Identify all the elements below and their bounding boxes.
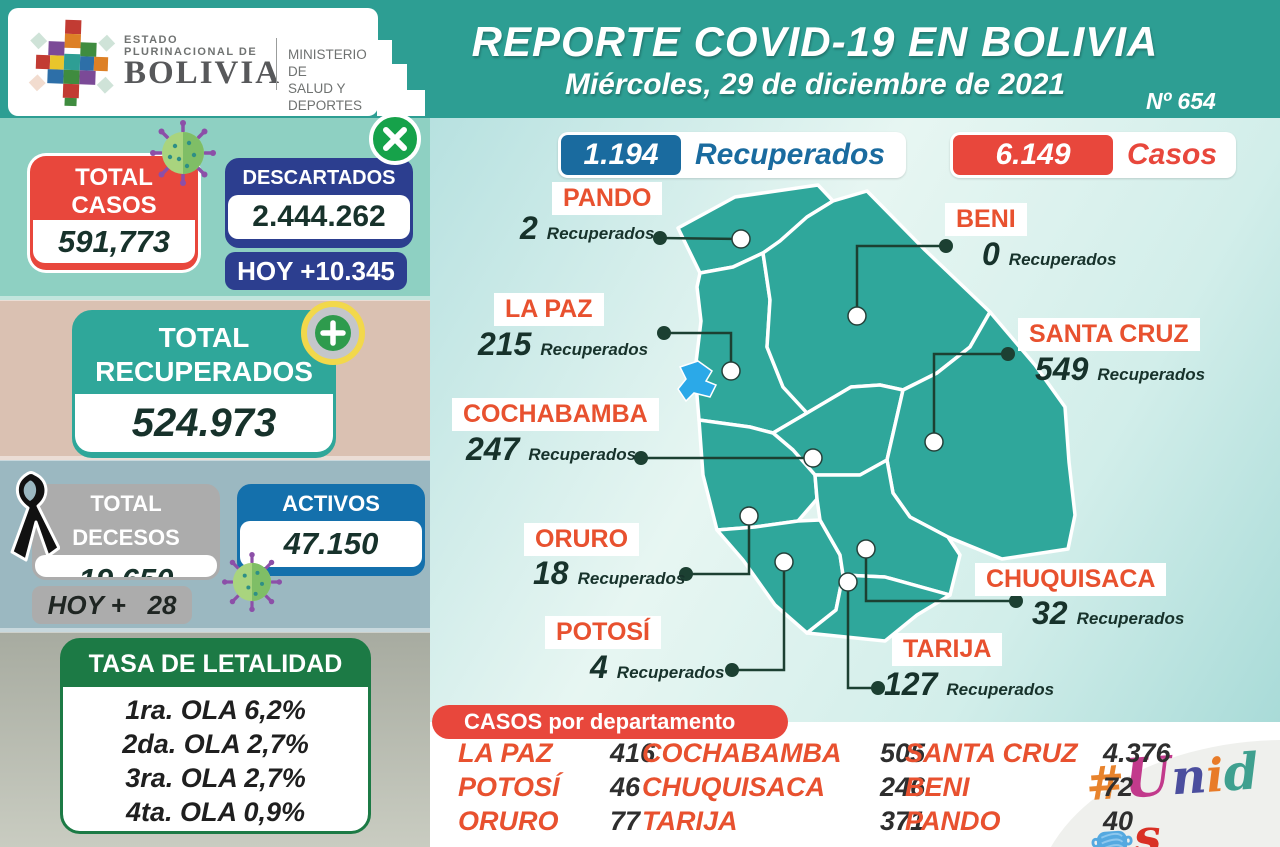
- descartados-box: DESCARTADOS 2.444.262: [225, 158, 413, 248]
- letalidad-box: TASA DE LETALIDAD 1ra. OLA 6,2% 2da. OLA…: [60, 638, 371, 834]
- casos-column-3: SANTA CRUZ 4.376 BENI 72 PANDO 40: [905, 738, 1171, 840]
- letalidad-title: TASA DE LETALIDAD: [88, 650, 343, 678]
- map-label-beni: BENI: [945, 203, 1027, 236]
- map-region-tarija: [805, 573, 952, 643]
- casos-row: BENI 72: [905, 772, 1134, 802]
- total-decesos-label: TOTAL DECESOS: [72, 491, 180, 550]
- total-recuperados-box: TOTAL RECUPERADOS 524.973: [72, 310, 336, 458]
- map-point-dots: [721, 229, 944, 592]
- map-value-potosi: 4 Recuperados: [590, 649, 725, 685]
- virus-icon: [222, 552, 282, 612]
- descartados-hoy: HOY +10.345: [225, 252, 407, 290]
- letalidad-row: 1ra. OLA 6,2%: [125, 695, 306, 725]
- estado-text: ESTADO PLURINACIONAL DE: [124, 34, 258, 58]
- map-label-pando: PANDO: [552, 182, 663, 215]
- casos-row: SANTA CRUZ 4.376: [905, 738, 1171, 768]
- bolivia-map: [634, 183, 1077, 695]
- map-value-santa-cruz: 549 Recuperados: [1035, 351, 1206, 387]
- activos-label: ACTIVOS: [282, 491, 380, 516]
- letalidad-row: 4ta. OLA 0,9%: [125, 797, 306, 827]
- bolivia-text: BOLIVIA: [124, 55, 282, 91]
- band-separator: [0, 628, 430, 633]
- callout-lines: [641, 236, 1016, 690]
- casos-dept-title: CASOS por departamento: [432, 705, 788, 739]
- descartados-label: DESCARTADOS: [242, 167, 396, 189]
- stair-step: [377, 90, 425, 116]
- map-label-la-paz: LA PAZ: [494, 293, 604, 326]
- letalidad-row: 2da. OLA 2,7%: [122, 729, 309, 759]
- map-value-beni: 0 Recuperados: [982, 236, 1117, 272]
- recuperados-today-label: Recuperados: [695, 138, 886, 171]
- discarded-x-icon: [369, 113, 421, 165]
- band-separator: [0, 296, 430, 301]
- map-value-chuquisaca: 32 Recuperados: [1032, 595, 1185, 631]
- casos-row: LA PAZ 416: [458, 738, 656, 768]
- map-region-potosi: [715, 518, 845, 635]
- casos-row: COCHABAMBA 505: [642, 738, 926, 768]
- casos-row: PANDO 40: [905, 806, 1134, 836]
- total-recuperados-value: 524.973: [131, 401, 277, 445]
- logo-divider: [276, 38, 277, 90]
- band-separator: [0, 456, 430, 461]
- activos-value: 47.150: [283, 526, 379, 561]
- report-number: Nº 654: [1146, 88, 1216, 114]
- map-value-oruro: 18 Recuperados: [533, 555, 686, 591]
- map-label-oruro: ORURO: [524, 523, 640, 556]
- map-region-chuquisaca: [813, 458, 962, 597]
- descartados-value: 2.444.262: [252, 200, 386, 233]
- bolivia-coat-icon: [28, 19, 116, 107]
- stair-step: [377, 40, 392, 64]
- total-casos-label: TOTAL CASOS: [71, 164, 157, 219]
- casos-row: TARIJA 371: [642, 806, 926, 836]
- recuperados-today-value: 1.194: [561, 135, 681, 175]
- map-label-cochabamba: COCHABAMBA: [452, 398, 659, 431]
- map-value-pando: 2 Recuperados: [520, 210, 655, 246]
- total-casos-box: TOTAL CASOS 591,773: [30, 156, 198, 270]
- stair-step: [377, 64, 407, 90]
- mourning-ribbon-icon: [10, 471, 60, 562]
- report-date: Miércoles, 29 de diciembre de 2021: [564, 68, 1066, 101]
- decesos-hoy-box: HOY + 28: [32, 586, 192, 624]
- casos-pill: 6.149 Casos: [950, 132, 1236, 178]
- recuperados-pill: 1.194 Recuperados: [558, 132, 906, 178]
- map-label-tarija: TARIJA: [892, 633, 1003, 666]
- map-value-cochabamba: 247 Recuperados: [466, 431, 637, 467]
- casos-today-label: Casos: [1127, 138, 1218, 171]
- virus-icon: [150, 120, 216, 186]
- total-casos-value: 591,773: [57, 224, 171, 259]
- casos-row: ORURO 77: [458, 806, 641, 836]
- callout-dots: [634, 231, 1023, 695]
- total-decesos-value: 19.650: [78, 562, 174, 580]
- map-label-potosi: POTOSÍ: [545, 616, 662, 649]
- activos-box: ACTIVOS 47.150: [237, 484, 425, 576]
- letalidad-row: 3ra. OLA 2,7%: [125, 763, 306, 793]
- casos-row: CHUQUISACA 246: [642, 772, 926, 802]
- map-label-santa-cruz: SANTA CRUZ: [1018, 318, 1200, 351]
- map-label-chuquisaca: CHUQUISACA: [975, 563, 1167, 596]
- ministerio-text: MINISTERIO DE SALUD Y DEPORTES: [288, 47, 367, 113]
- map-value-tarija: 127 Recuperados: [884, 666, 1055, 702]
- plus-badge-icon: [301, 301, 365, 365]
- map-value-la-paz: 215 Recuperados: [478, 326, 649, 362]
- casos-today-value: 6.149: [953, 135, 1113, 175]
- casos-row: POTOSÍ 46: [458, 772, 641, 802]
- logo-text: ESTADO PLURINACIONAL DE BOLIVIA: [124, 34, 282, 91]
- total-recuperados-label: TOTAL RECUPERADOS: [95, 322, 313, 387]
- lake-titicaca: [677, 360, 718, 403]
- casos-column-1: LA PAZ 416 POTOSÍ 46 ORURO 77: [458, 738, 655, 840]
- total-decesos-box: TOTAL DECESOS 19.650: [32, 484, 220, 580]
- casos-column-2: COCHABAMBA 505 CHUQUISACA 246 TARIJA 371: [642, 738, 925, 840]
- report-title: REPORTE COVID-19 EN BOLIVIA: [471, 18, 1159, 65]
